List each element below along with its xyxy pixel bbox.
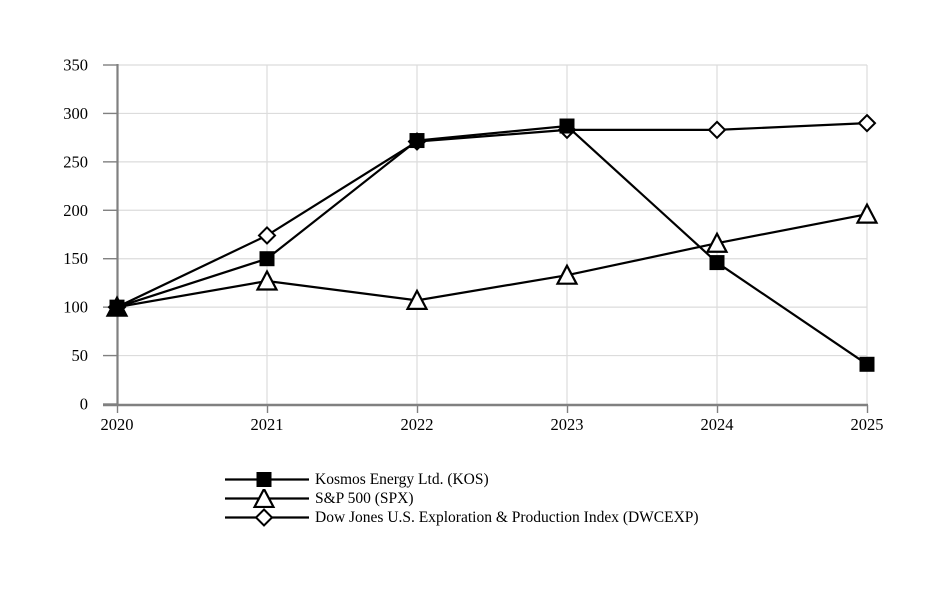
x-axis-labels: 2020 2021 2022 2023 2024 2025 bbox=[101, 415, 884, 434]
series-2 bbox=[107, 113, 877, 317]
legend-label-kos: Kosmos Energy Ltd. (KOS) bbox=[315, 471, 489, 488]
x-tick-label: 2021 bbox=[251, 415, 284, 434]
legend-item-kos: Kosmos Energy Ltd. (KOS) bbox=[225, 470, 699, 489]
x-tick-label: 2025 bbox=[851, 415, 884, 434]
axes bbox=[103, 64, 869, 413]
open-triangle-marker-icon bbox=[555, 263, 579, 285]
y-axis-labels: 0 50 100 150 200 250 300 350 bbox=[63, 56, 88, 414]
filled-square-marker-icon bbox=[709, 255, 725, 271]
open-diamond-marker-icon bbox=[254, 508, 274, 527]
x-tick-label: 2023 bbox=[551, 415, 584, 434]
filled-square-marker-icon bbox=[409, 133, 425, 149]
x-tick-label: 2024 bbox=[701, 415, 734, 434]
y-tick-label: 150 bbox=[63, 249, 88, 268]
filled-square-marker-icon bbox=[259, 251, 275, 267]
series-1 bbox=[105, 202, 879, 317]
legend-item-spx: S&P 500 (SPX) bbox=[225, 486, 699, 509]
series-0 bbox=[109, 118, 875, 372]
open-triangle-marker-icon bbox=[225, 486, 309, 509]
gridlines bbox=[117, 64, 868, 404]
open-diamond-marker-icon bbox=[257, 226, 277, 245]
y-tick-label: 100 bbox=[63, 298, 88, 317]
filled-square-marker-icon bbox=[859, 356, 875, 372]
open-triangle-marker-icon bbox=[705, 231, 729, 253]
open-diamond-marker-icon bbox=[225, 508, 309, 527]
open-triangle-marker-icon bbox=[252, 486, 276, 509]
open-triangle-marker-icon bbox=[255, 269, 279, 291]
filled-square-marker-icon bbox=[256, 472, 272, 487]
open-triangle-marker-icon bbox=[405, 288, 429, 310]
y-tick-label: 200 bbox=[63, 201, 88, 220]
y-tick-label: 350 bbox=[63, 56, 88, 75]
legend-item-dwcexp: Dow Jones U.S. Exploration & Production … bbox=[225, 508, 699, 527]
chart-legend: Kosmos Energy Ltd. (KOS) S&P 500 (SPX) D… bbox=[225, 470, 699, 527]
y-tick-label: 0 bbox=[80, 395, 88, 414]
legend-label-spx: S&P 500 (SPX) bbox=[315, 490, 414, 507]
y-tick-label: 50 bbox=[72, 346, 89, 365]
x-tick-label: 2020 bbox=[101, 415, 134, 434]
legend-label-dwcexp: Dow Jones U.S. Exploration & Production … bbox=[315, 509, 699, 526]
filled-square-marker-icon bbox=[225, 470, 309, 489]
open-diamond-marker-icon bbox=[857, 113, 877, 133]
open-triangle-marker-icon bbox=[855, 202, 879, 224]
filled-square-marker-icon bbox=[559, 118, 575, 134]
open-diamond-marker-icon bbox=[707, 120, 727, 140]
y-tick-label: 250 bbox=[63, 152, 88, 171]
filled-square-marker-icon bbox=[109, 299, 125, 315]
x-tick-label: 2022 bbox=[401, 415, 434, 434]
y-tick-label: 300 bbox=[63, 104, 88, 123]
